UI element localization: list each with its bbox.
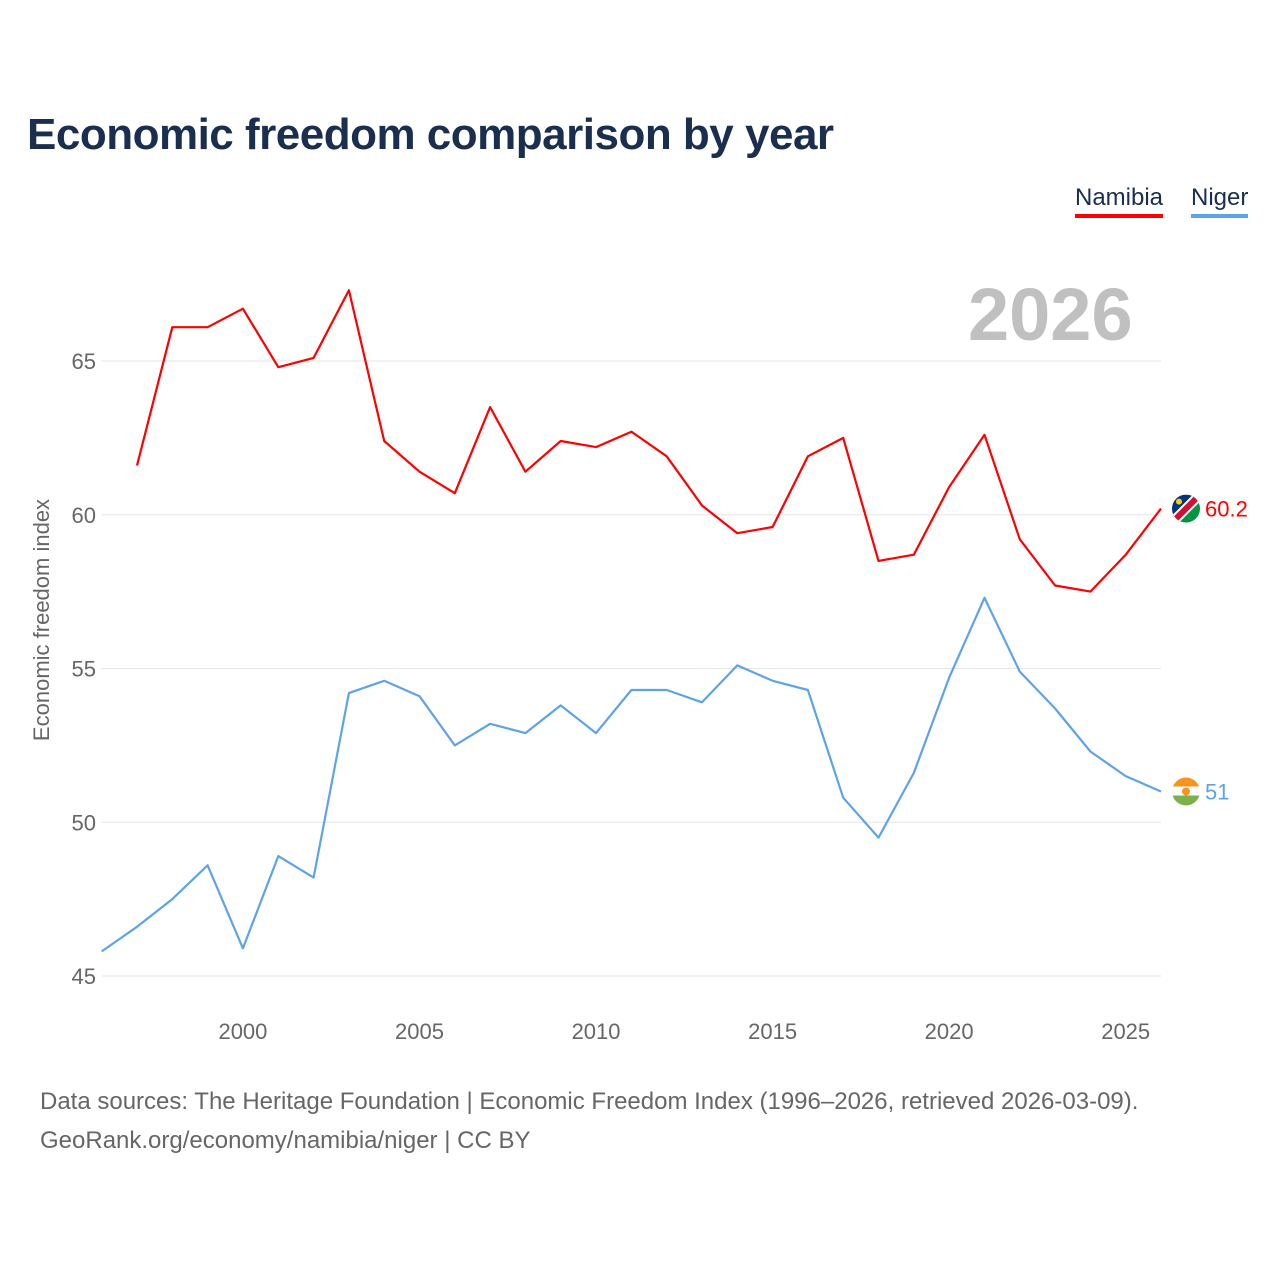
legend-niger[interactable]: Niger — [1191, 184, 1249, 218]
x-tick-label: 2020 — [925, 1019, 974, 1044]
y-tick-label: 55 — [72, 657, 96, 682]
current-year-label: 2026 — [968, 273, 1133, 356]
flag-niger-icon — [1172, 777, 1200, 806]
source-line-1: Data sources: The Heritage Foundation | … — [40, 1088, 1139, 1115]
chart-title: Economic freedom comparison by year — [27, 110, 834, 159]
end-value-label-namibia: 60.2 — [1205, 497, 1248, 522]
series-line-niger — [101, 596, 1162, 953]
y-tick-label: 60 — [72, 503, 96, 528]
flag-namibia-icon — [1172, 494, 1200, 523]
source-line-2: GeoRank.org/economy/namibia/niger | CC B… — [40, 1127, 531, 1154]
series-line-namibia — [135, 289, 1162, 593]
x-tick-label: 2010 — [572, 1019, 621, 1044]
x-tick-label: 2005 — [395, 1019, 444, 1044]
x-tick-label: 2025 — [1101, 1019, 1150, 1044]
legend-namibia[interactable]: Namibia — [1075, 184, 1164, 218]
y-tick-label: 65 — [72, 349, 96, 374]
y-tick-label: 45 — [72, 964, 96, 989]
end-value-label-niger: 51 — [1205, 780, 1229, 805]
x-tick-label: 2015 — [748, 1019, 797, 1044]
y-tick-label: 50 — [72, 810, 96, 835]
x-tick-label: 2000 — [218, 1019, 267, 1044]
